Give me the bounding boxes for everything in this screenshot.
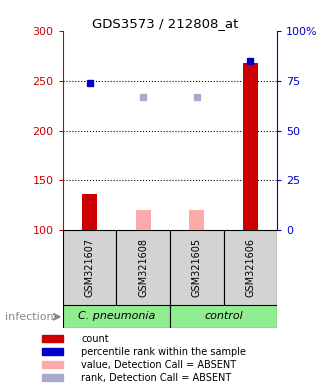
Bar [170,230,224,305]
Text: infection: infection [5,312,53,322]
Text: GSM321605: GSM321605 [192,238,202,297]
Bar [82,194,97,230]
Text: count: count [81,334,109,344]
Text: control: control [204,311,243,321]
Bar [63,230,116,305]
Bar [243,63,258,230]
Text: percentile rank within the sample: percentile rank within the sample [81,347,246,357]
Bar [42,348,63,355]
Bar [170,305,277,328]
Text: C. pneumonia: C. pneumonia [78,311,155,321]
Bar [136,210,151,230]
Text: GSM321606: GSM321606 [246,238,255,297]
Text: value, Detection Call = ABSENT: value, Detection Call = ABSENT [81,359,236,369]
Bar [116,230,170,305]
Bar [42,335,63,342]
Bar [224,230,277,305]
Text: rank, Detection Call = ABSENT: rank, Detection Call = ABSENT [81,372,231,382]
Bar [42,374,63,381]
Text: GDS3573 / 212808_at: GDS3573 / 212808_at [92,17,238,30]
Bar [63,305,170,328]
Text: GSM321608: GSM321608 [138,238,148,297]
Bar [189,210,204,230]
Text: GSM321607: GSM321607 [84,238,94,297]
Bar [42,361,63,368]
